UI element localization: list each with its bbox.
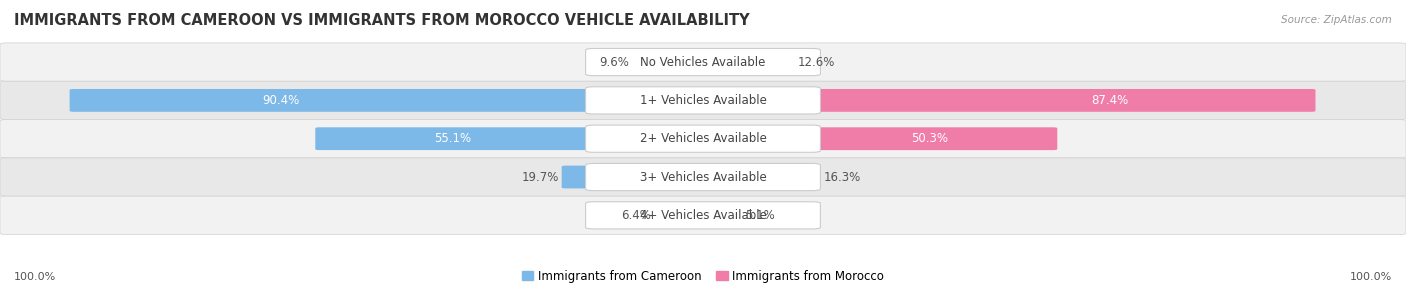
FancyBboxPatch shape xyxy=(699,204,742,227)
FancyBboxPatch shape xyxy=(0,81,1406,120)
FancyBboxPatch shape xyxy=(585,87,821,114)
Text: 87.4%: 87.4% xyxy=(1091,94,1129,107)
Text: 5.1%: 5.1% xyxy=(745,209,775,222)
FancyBboxPatch shape xyxy=(699,51,794,74)
FancyBboxPatch shape xyxy=(315,127,707,150)
FancyBboxPatch shape xyxy=(631,51,707,74)
FancyBboxPatch shape xyxy=(585,125,821,152)
Text: 90.4%: 90.4% xyxy=(263,94,299,107)
FancyBboxPatch shape xyxy=(585,202,821,229)
Text: 19.7%: 19.7% xyxy=(522,170,558,184)
Text: 3+ Vehicles Available: 3+ Vehicles Available xyxy=(640,170,766,184)
FancyBboxPatch shape xyxy=(0,120,1406,158)
FancyBboxPatch shape xyxy=(585,48,821,76)
Text: 2+ Vehicles Available: 2+ Vehicles Available xyxy=(640,132,766,145)
Text: 55.1%: 55.1% xyxy=(434,132,471,145)
FancyBboxPatch shape xyxy=(0,196,1406,235)
Text: 1+ Vehicles Available: 1+ Vehicles Available xyxy=(640,94,766,107)
FancyBboxPatch shape xyxy=(699,127,1057,150)
Text: 100.0%: 100.0% xyxy=(1350,273,1392,282)
Text: 100.0%: 100.0% xyxy=(14,273,56,282)
FancyBboxPatch shape xyxy=(70,89,707,112)
Text: 16.3%: 16.3% xyxy=(824,170,860,184)
Text: 50.3%: 50.3% xyxy=(911,132,948,145)
Text: 12.6%: 12.6% xyxy=(797,55,835,69)
Text: IMMIGRANTS FROM CAMEROON VS IMMIGRANTS FROM MOROCCO VEHICLE AVAILABILITY: IMMIGRANTS FROM CAMEROON VS IMMIGRANTS F… xyxy=(14,13,749,27)
FancyBboxPatch shape xyxy=(0,158,1406,196)
FancyBboxPatch shape xyxy=(0,43,1406,81)
Text: Source: ZipAtlas.com: Source: ZipAtlas.com xyxy=(1281,15,1392,25)
FancyBboxPatch shape xyxy=(699,89,1316,112)
Text: 6.4%: 6.4% xyxy=(621,209,651,222)
FancyBboxPatch shape xyxy=(561,166,707,188)
FancyBboxPatch shape xyxy=(699,166,821,188)
Text: No Vehicles Available: No Vehicles Available xyxy=(640,55,766,69)
FancyBboxPatch shape xyxy=(585,163,821,191)
FancyBboxPatch shape xyxy=(654,204,707,227)
Legend: Immigrants from Cameroon, Immigrants from Morocco: Immigrants from Cameroon, Immigrants fro… xyxy=(522,270,884,283)
Text: 9.6%: 9.6% xyxy=(599,55,628,69)
Text: 4+ Vehicles Available: 4+ Vehicles Available xyxy=(640,209,766,222)
